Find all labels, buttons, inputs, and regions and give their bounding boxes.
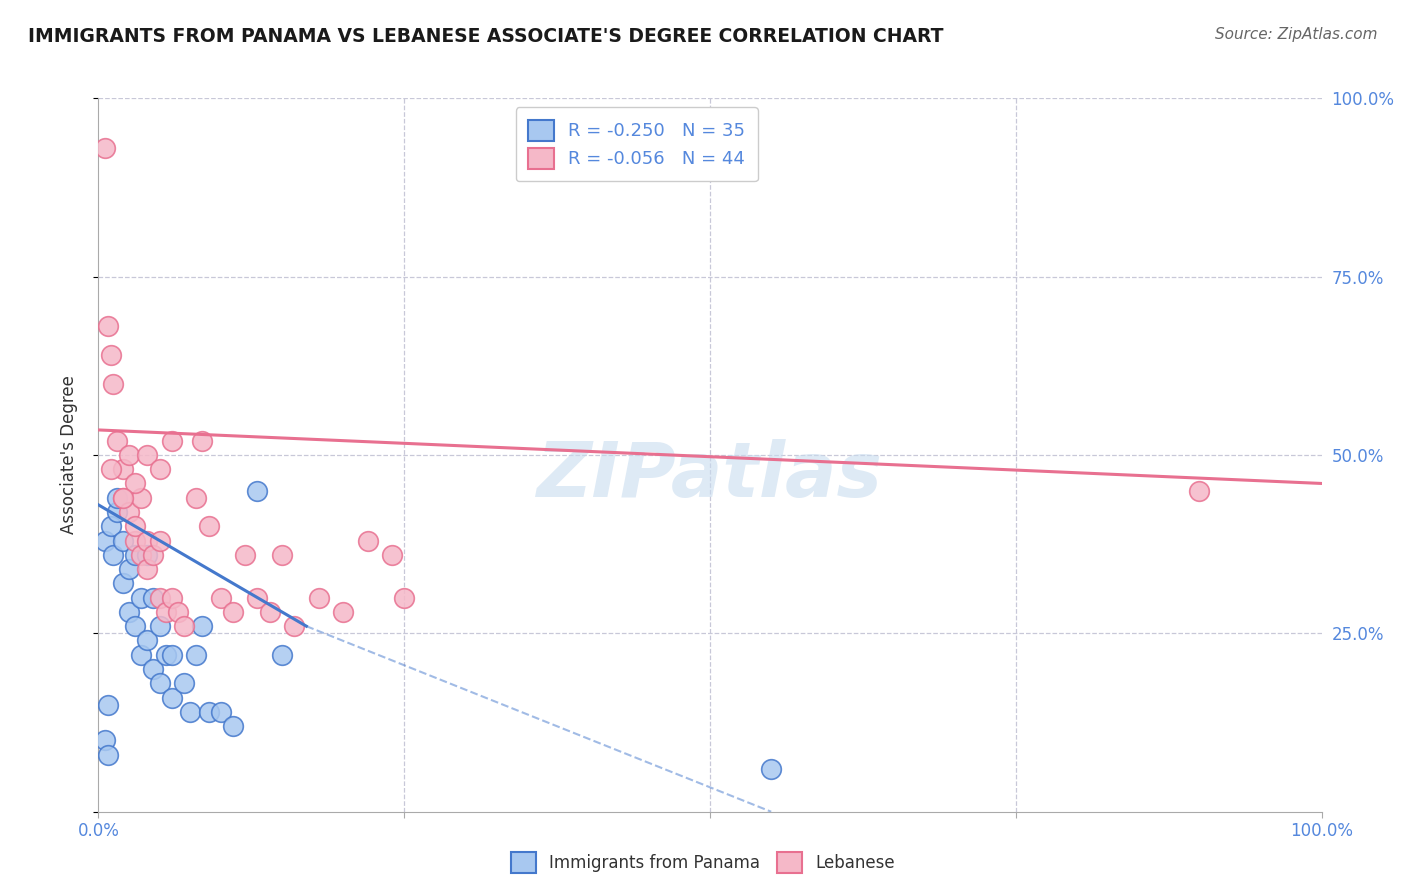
Legend: Immigrants from Panama, Lebanese: Immigrants from Panama, Lebanese	[505, 846, 901, 880]
Point	[233, 548, 256, 562]
Point	[118, 562, 141, 576]
Point	[100, 462, 122, 476]
Point	[160, 434, 183, 448]
Point	[381, 548, 404, 562]
Point	[136, 533, 159, 548]
Point	[93, 141, 115, 155]
Point	[149, 591, 172, 605]
Point	[149, 619, 172, 633]
Point	[270, 548, 294, 562]
Point	[129, 548, 152, 562]
Point	[149, 676, 172, 690]
Point	[97, 319, 120, 334]
Point	[197, 705, 219, 719]
Point	[111, 462, 134, 476]
Point	[100, 519, 122, 533]
Point	[246, 591, 269, 605]
Point	[118, 448, 141, 462]
Point	[105, 491, 128, 505]
Point	[111, 491, 134, 505]
Point	[105, 434, 128, 448]
Point	[124, 519, 146, 533]
Point	[191, 434, 214, 448]
Point	[155, 605, 177, 619]
Point	[167, 605, 190, 619]
Point	[173, 619, 195, 633]
Legend: R = -0.250   N = 35, R = -0.056   N = 44: R = -0.250 N = 35, R = -0.056 N = 44	[516, 107, 758, 181]
Point	[93, 533, 115, 548]
Point	[149, 462, 172, 476]
Point	[197, 519, 219, 533]
Text: IMMIGRANTS FROM PANAMA VS LEBANESE ASSOCIATE'S DEGREE CORRELATION CHART: IMMIGRANTS FROM PANAMA VS LEBANESE ASSOC…	[28, 27, 943, 45]
Point	[160, 591, 183, 605]
Point	[93, 733, 115, 747]
Point	[124, 533, 146, 548]
Point	[136, 548, 159, 562]
Point	[761, 762, 783, 776]
Point	[101, 548, 124, 562]
Point	[246, 483, 269, 498]
Point	[222, 605, 245, 619]
Point	[129, 648, 152, 662]
Point	[332, 605, 354, 619]
Text: ZIPatlas: ZIPatlas	[537, 440, 883, 513]
Point	[160, 648, 183, 662]
Point	[136, 448, 159, 462]
Point	[142, 591, 165, 605]
Point	[124, 619, 146, 633]
Point	[186, 648, 208, 662]
Point	[97, 747, 120, 762]
Point	[179, 705, 201, 719]
Point	[118, 605, 141, 619]
Point	[173, 676, 195, 690]
Point	[308, 591, 330, 605]
Point	[124, 476, 146, 491]
Point	[356, 533, 378, 548]
Point	[129, 491, 152, 505]
Point	[105, 505, 128, 519]
Point	[118, 505, 141, 519]
Point	[136, 633, 159, 648]
Point	[101, 376, 124, 391]
Point	[111, 576, 134, 591]
Point	[160, 690, 183, 705]
Point	[111, 491, 134, 505]
Y-axis label: Associate's Degree: Associate's Degree	[59, 376, 77, 534]
Point	[1188, 483, 1211, 498]
Point	[270, 648, 294, 662]
Point	[186, 491, 208, 505]
Point	[222, 719, 245, 733]
Point	[191, 619, 214, 633]
Point	[259, 605, 281, 619]
Point	[392, 591, 416, 605]
Point	[111, 533, 134, 548]
Point	[124, 548, 146, 562]
Point	[283, 619, 305, 633]
Point	[100, 348, 122, 362]
Point	[209, 591, 232, 605]
Point	[136, 562, 159, 576]
Text: Source: ZipAtlas.com: Source: ZipAtlas.com	[1215, 27, 1378, 42]
Point	[142, 662, 165, 676]
Point	[209, 705, 232, 719]
Point	[97, 698, 120, 712]
Point	[129, 591, 152, 605]
Point	[149, 533, 172, 548]
Point	[142, 548, 165, 562]
Point	[155, 648, 177, 662]
